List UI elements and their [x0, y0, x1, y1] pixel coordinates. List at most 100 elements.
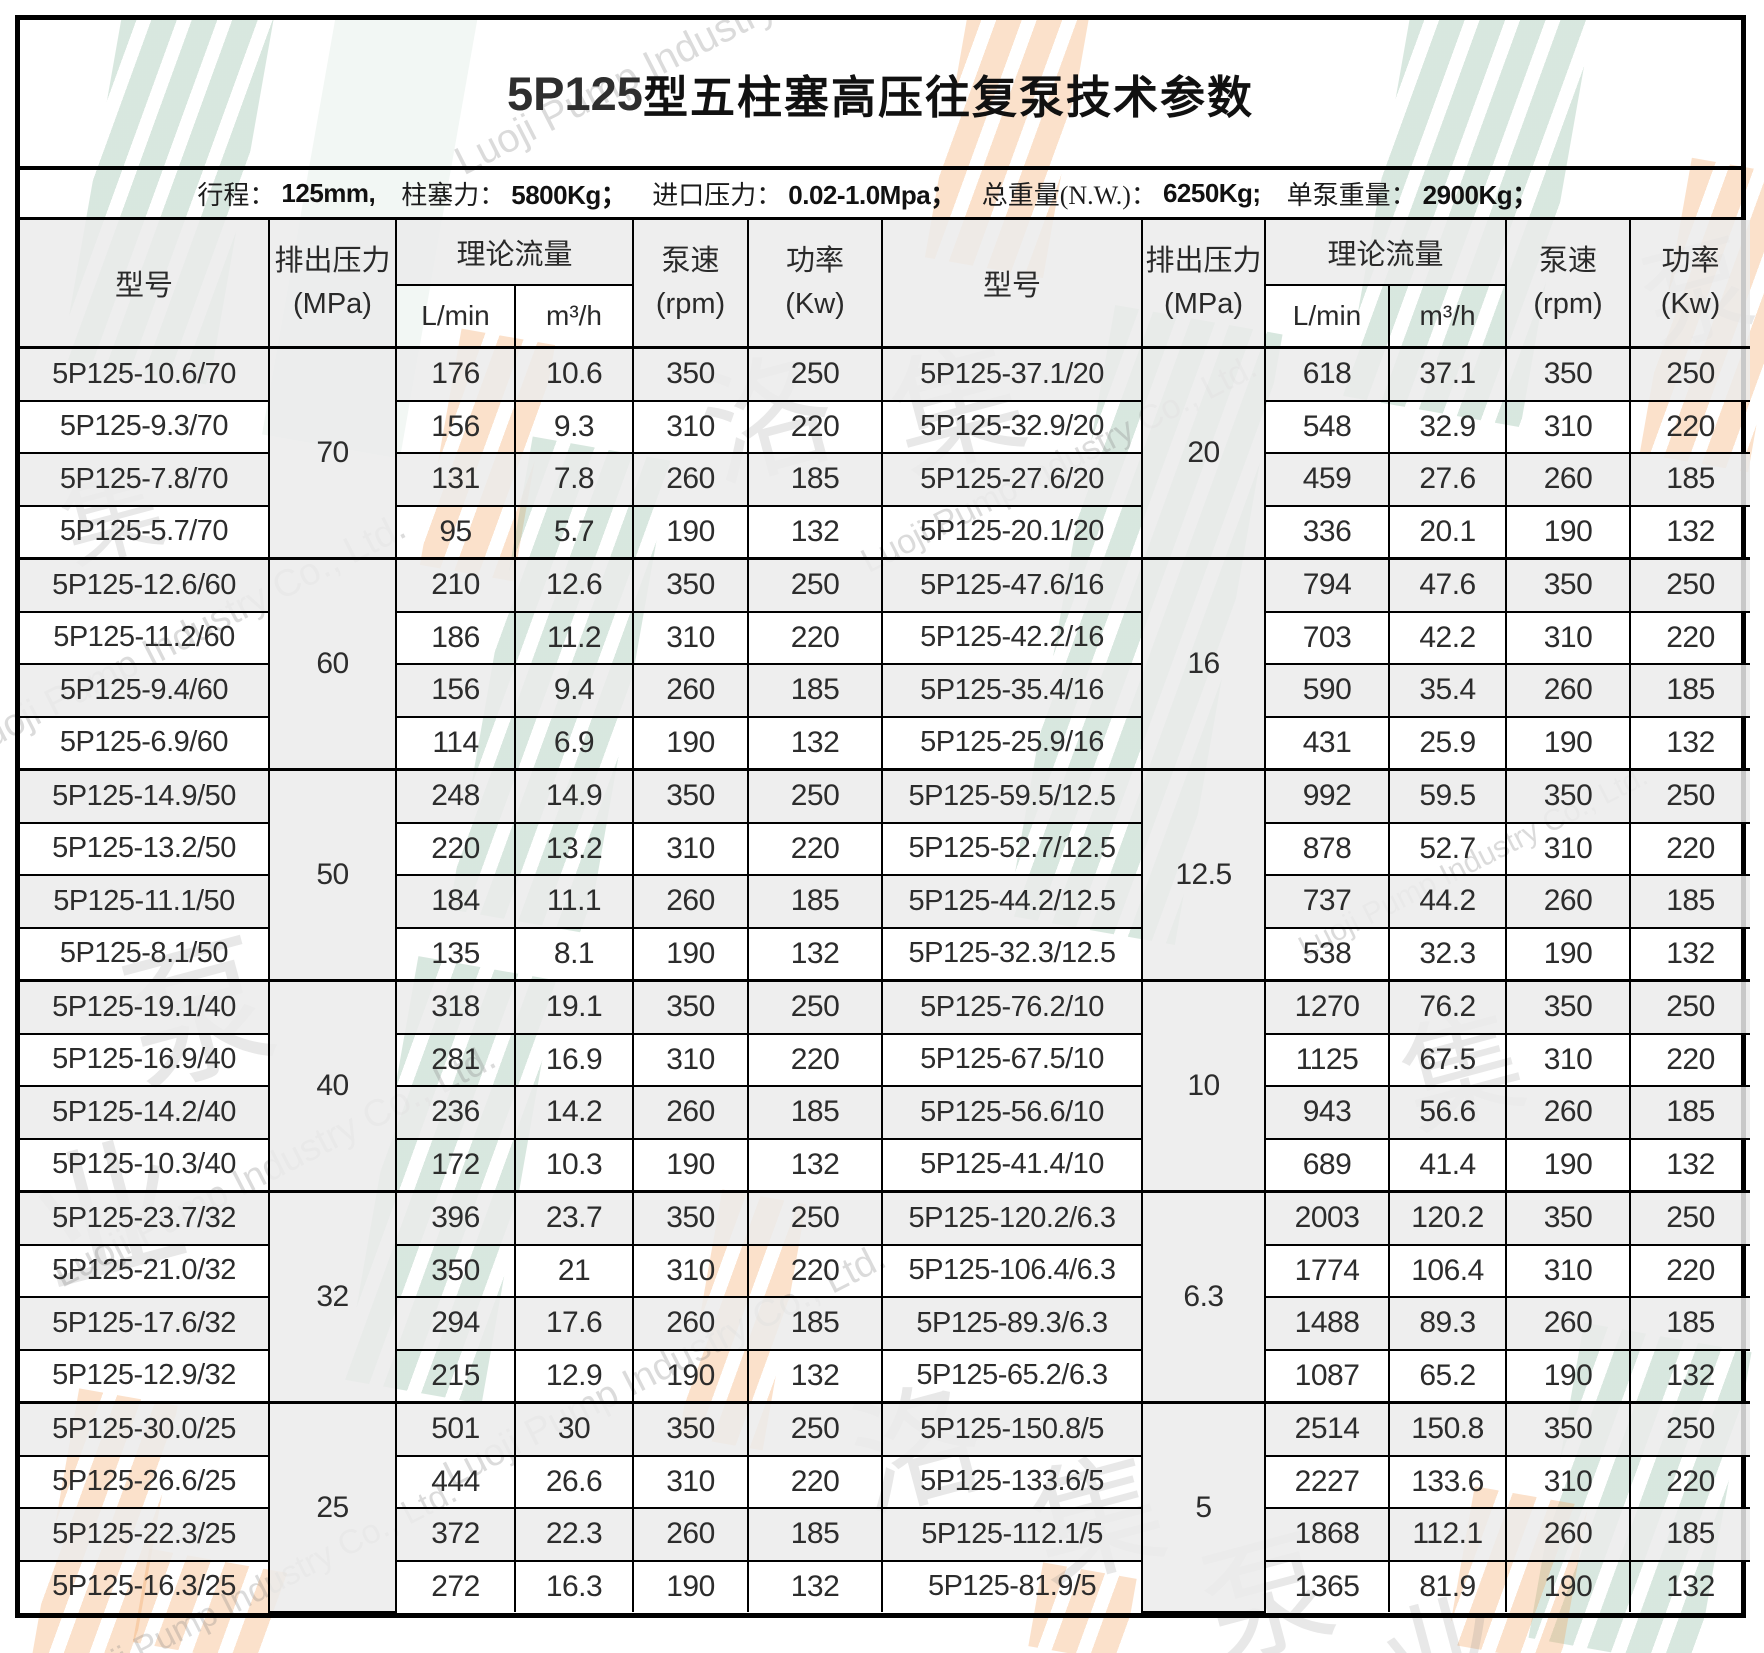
speed-cell: 190: [632, 504, 750, 560]
spec-summary-line: 行程： 125mm, 柱塞力： 5800Kg； 进口压力： 0.02-1.0Mpa； 总重量…: [20, 170, 1741, 220]
speed-cell: 350: [1505, 557, 1632, 613]
power-cell: 250: [1629, 979, 1751, 1035]
model-cell: 5P125-26.6/25: [20, 1454, 270, 1509]
speed-cell: 190: [1505, 1348, 1632, 1404]
model-cell: 5P125-89.3/6.3: [881, 1296, 1144, 1351]
power-cell: 132: [1629, 504, 1751, 560]
speed-cell: 350: [1505, 768, 1632, 824]
flow-lmin-cell: 878: [1264, 821, 1391, 876]
flow-lmin-cell: 272: [395, 1559, 516, 1612]
col-header-model-right: 型号: [881, 220, 1144, 349]
flow-lmin-cell: 336: [1264, 504, 1391, 560]
speed-cell: 260: [1505, 874, 1632, 929]
speed-header-unit: (rpm): [1533, 288, 1603, 320]
flow-m3h-cell: 35.4: [1388, 663, 1508, 718]
model-cell: 5P125-52.7/12.5: [881, 821, 1144, 876]
flow-lmin-cell: 590: [1264, 663, 1391, 718]
power-cell: 185: [747, 1296, 884, 1351]
speed-cell: 310: [1505, 1243, 1632, 1298]
power-cell: 185: [1629, 1507, 1751, 1562]
table-row: 5P125-11.1/50 184 11.1 260 185 5P125-44.2/12.…: [20, 874, 1751, 929]
power-cell: 132: [747, 1559, 884, 1612]
pressure-cell: 20: [1141, 346, 1267, 560]
pressure-cell: 70: [268, 346, 397, 560]
speed-cell: 260: [632, 874, 750, 929]
flow-m3h-cell: 112.1: [1388, 1507, 1508, 1562]
spec-value: 5800Kg；: [511, 180, 627, 210]
flow-m3h-cell: 22.3: [513, 1507, 635, 1562]
flow-m3h-cell: 12.9: [513, 1348, 635, 1404]
table-row: 5P125-16.9/40 281 16.9 310 220 5P125-67.5/10 1…: [20, 1032, 1751, 1087]
power-cell: 185: [747, 1507, 884, 1562]
power-cell: 132: [747, 715, 884, 771]
power-cell: 185: [1629, 1296, 1751, 1351]
pressure-header-label: 排出压力: [1145, 244, 1262, 277]
model-cell: 5P125-16.9/40: [20, 1032, 270, 1087]
pressure-cell: 25: [268, 1401, 397, 1613]
model-cell: 5P125-10.3/40: [20, 1137, 270, 1193]
speed-cell: 310: [632, 1243, 750, 1298]
speed-cell: 190: [632, 1559, 750, 1612]
power-cell: 250: [1629, 1190, 1751, 1246]
pressure-header-unit: (MPa): [293, 288, 372, 320]
page-title: 5P125 型五柱塞高压往复泵技术参数: [20, 20, 1741, 170]
flow-lmin-cell: 131: [395, 452, 516, 507]
flow-lmin-cell: 431: [1264, 715, 1391, 771]
table-row: 5P125-14.9/50 50 248 14.9 350 250 5P125-59.5/1…: [20, 768, 1751, 982]
flow-lmin-cell: 1270: [1264, 979, 1391, 1035]
model-cell: 5P125-19.1/40: [20, 979, 270, 1035]
table-row: 5P125-19.1/40 40 318 19.1 350 250 5P125-76.2/1…: [20, 979, 1751, 1193]
flow-lmin-cell: 501: [395, 1401, 516, 1457]
pressure-cell: 10: [1141, 979, 1267, 1193]
power-header-label: 功率: [1661, 244, 1720, 277]
model-cell: 5P125-81.9/5: [881, 1559, 1144, 1612]
speed-cell: 190: [1505, 926, 1632, 982]
spec-label: 单泵重量：: [1286, 181, 1417, 210]
flow-m3h-cell: 5.7: [513, 504, 635, 560]
speed-cell: 190: [632, 1137, 750, 1193]
speed-cell: 310: [632, 399, 750, 454]
flow-m3h-cell: 56.6: [1388, 1085, 1508, 1140]
power-cell: 220: [747, 1243, 884, 1298]
speed-cell: 190: [632, 1348, 750, 1404]
flow-lmin-cell: 548: [1264, 399, 1391, 454]
flow-m3h-cell: 81.9: [1388, 1559, 1508, 1612]
table-row: 5P125-9.4/60 156 9.4 260 185 5P125-35.4/16 590…: [20, 663, 1751, 718]
col-header-m3h-right: m³/h: [1388, 284, 1508, 349]
flow-m3h-cell: 20.1: [1388, 504, 1508, 560]
spec-label: 总重量(N.W.)：: [981, 181, 1157, 210]
flow-m3h-cell: 26.6: [513, 1454, 635, 1509]
speed-cell: 260: [632, 452, 750, 507]
flow-lmin-cell: 538: [1264, 926, 1391, 982]
speed-cell: 310: [1505, 821, 1632, 876]
model-cell: 5P125-112.1/5: [881, 1507, 1144, 1562]
flow-m3h-cell: 9.4: [513, 663, 635, 718]
speed-cell: 260: [632, 663, 750, 718]
speed-cell: 310: [1505, 1032, 1632, 1087]
flow-m3h-cell: 8.1: [513, 926, 635, 982]
power-cell: 220: [747, 821, 884, 876]
table-row: 5P125-9.3/70 156 9.3 310 220 5P125-32.9/20 548…: [20, 399, 1751, 454]
flow-m3h-cell: 16.3: [513, 1559, 635, 1612]
model-cell: 5P125-47.6/16: [881, 557, 1144, 613]
speed-cell: 310: [1505, 399, 1632, 454]
power-cell: 185: [1629, 874, 1751, 929]
speed-cell: 310: [1505, 610, 1632, 665]
speed-header-unit: (rpm): [655, 288, 726, 320]
flow-m3h-cell: 17.6: [513, 1296, 635, 1351]
power-cell: 185: [747, 1085, 884, 1140]
speed-cell: 260: [1505, 1507, 1632, 1562]
speed-cell: 260: [632, 1507, 750, 1562]
flow-lmin-cell: 2514: [1264, 1401, 1391, 1457]
power-cell: 185: [747, 874, 884, 929]
flow-lmin-cell: 220: [395, 821, 516, 876]
power-cell: 185: [1629, 663, 1751, 718]
model-cell: 5P125-106.4/6.3: [881, 1243, 1144, 1298]
col-header-m3h-left: m³/h: [513, 284, 635, 349]
table-row: 5P125-13.2/50 220 13.2 310 220 5P125-52.7/12.…: [20, 821, 1751, 876]
flow-lmin-cell: 156: [395, 399, 516, 454]
speed-cell: 350: [1505, 1401, 1632, 1457]
power-cell: 220: [1629, 821, 1751, 876]
power-header-unit: (Kw): [1660, 288, 1721, 320]
table-row: 5P125-23.7/32 32 396 23.7 350 250 5P125-120.2/…: [20, 1190, 1751, 1404]
